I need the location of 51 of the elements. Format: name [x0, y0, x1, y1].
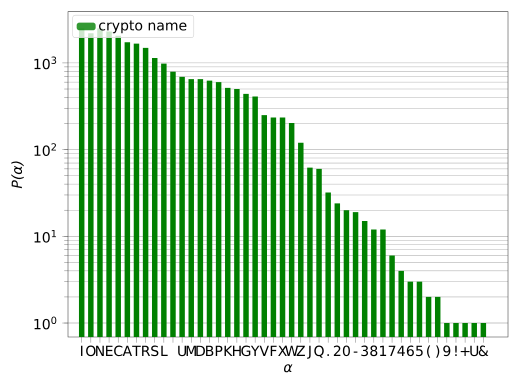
x-tick-label: Q — [314, 346, 324, 358]
x-tick-label: 7 — [388, 346, 396, 356]
y-tick-label: 10$^{1}$ — [34, 230, 56, 243]
x-tick-label: 6 — [406, 346, 414, 356]
x-tick-label: F — [270, 346, 277, 356]
x-tick-label: 8 — [370, 346, 378, 356]
x-tick-label: O — [86, 346, 96, 356]
x-tick-label: J — [307, 346, 311, 359]
x-tick-label: + — [460, 347, 470, 356]
y-axis-title: P(α) — [11, 161, 24, 188]
x-tick-label: S — [151, 346, 158, 356]
x-tick-label: 5 — [416, 346, 423, 356]
x-tick-label: ) — [436, 345, 440, 358]
x-tick-label: Y — [250, 346, 260, 356]
x-tick-label: E — [106, 346, 113, 356]
x-tick-label: U — [178, 346, 186, 356]
x-tick-label: 4 — [397, 346, 405, 356]
x-tick-label: X — [278, 346, 287, 356]
x-tick-label: U — [470, 346, 478, 356]
x-tick-label: R — [142, 346, 150, 356]
x-tick-label: H — [233, 346, 241, 356]
x-tick-label: ( — [427, 345, 430, 358]
x-tick-label: P — [216, 346, 222, 356]
x-tick-label: A — [122, 346, 132, 356]
x-tick-label: V — [260, 346, 269, 356]
x-tick-label: W — [285, 346, 298, 356]
x-tick-label: I — [81, 346, 82, 356]
x-tick-label: M — [186, 346, 196, 356]
x-tick-label: K — [224, 346, 233, 356]
x-tick-label: C — [114, 346, 122, 356]
x-tick-label: 1 — [380, 346, 386, 356]
x-tick-label: N — [96, 346, 104, 356]
x-tick-label: & — [478, 346, 488, 356]
x-tick-label: - — [354, 352, 358, 353]
x-axis-title: α — [284, 364, 292, 372]
y-tick-label: 10$^{2}$ — [34, 143, 56, 156]
x-tick-label: 0 — [342, 346, 350, 356]
x-tick-label: T — [132, 346, 141, 356]
x-tick-label: 2 — [334, 346, 340, 356]
legend-label: crypto name — [99, 20, 186, 34]
x-tick-label: D — [196, 346, 205, 356]
x-tick-label: B — [206, 346, 214, 356]
y-tick-label: 10$^{3}$ — [34, 56, 56, 70]
x-tick-label: 3 — [361, 346, 368, 356]
y-tick-label: 10$^{0}$ — [34, 316, 56, 330]
x-tick-label: G — [241, 346, 250, 356]
x-tick-label: L — [161, 346, 168, 356]
x-tick-label: ! — [455, 346, 457, 356]
x-tick-label: 9 — [443, 346, 450, 356]
x-tick-label: Z — [296, 346, 305, 356]
x-tick-label: . — [327, 354, 329, 356]
